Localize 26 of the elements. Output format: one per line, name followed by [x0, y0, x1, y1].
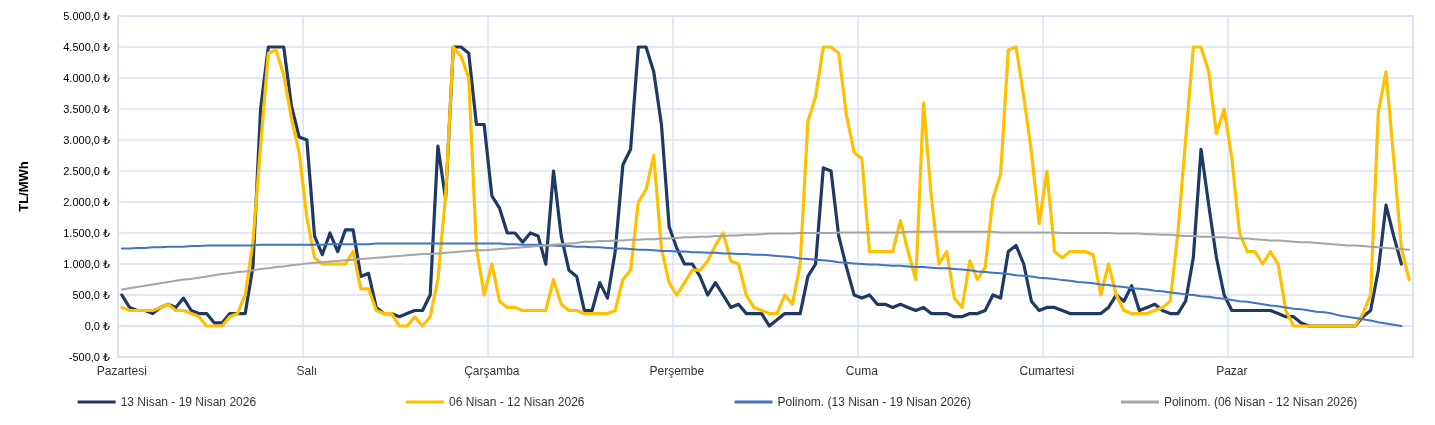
- y-tick-label: 2.500,0 ₺: [63, 165, 110, 177]
- y-tick-label: 1.000,0 ₺: [63, 258, 110, 270]
- y-tick-label: 3.000,0 ₺: [63, 134, 110, 146]
- y-tick-label: 4.500,0 ₺: [63, 41, 110, 53]
- y-axis-title: TL/MWh: [16, 161, 31, 212]
- y-tick-label: -500,0 ₺: [68, 351, 110, 363]
- y-tick-label: 5.000,0 ₺: [63, 10, 110, 22]
- x-tick-label: Pazar: [1216, 364, 1248, 378]
- legend-label: Polinom. (06 Nisan - 12 Nisan 2026): [1163, 395, 1358, 409]
- x-tick-label: Cuma: [845, 364, 879, 378]
- y-tick-label: 0,0 ₺: [84, 320, 110, 332]
- x-tick-label: Salı: [296, 364, 318, 378]
- x-tick-label: Perşembe: [649, 364, 705, 378]
- y-tick-label: 3.500,0 ₺: [63, 103, 110, 115]
- x-tick-label: Çarşamba: [464, 364, 520, 378]
- y-tick-label: 2.000,0 ₺: [63, 196, 110, 208]
- line-series: [120, 242, 1403, 327]
- legend-label: 13 Nisan - 19 Nisan 2026: [120, 395, 257, 409]
- x-tick-label: Pazartesi: [96, 364, 147, 378]
- legend-label: 06 Nisan - 12 Nisan 2026: [449, 395, 585, 409]
- legend-label: Polinom. (13 Nisan - 19 Nisan 2026): [777, 395, 971, 409]
- y-tick-label: 1.500,0 ₺: [63, 227, 110, 239]
- line-series: [120, 230, 1411, 291]
- y-tick-label: 500,0 ₺: [72, 289, 110, 301]
- x-tick-label: Cumartesi: [1019, 364, 1075, 378]
- y-tick-label: 4.000,0 ₺: [63, 72, 110, 84]
